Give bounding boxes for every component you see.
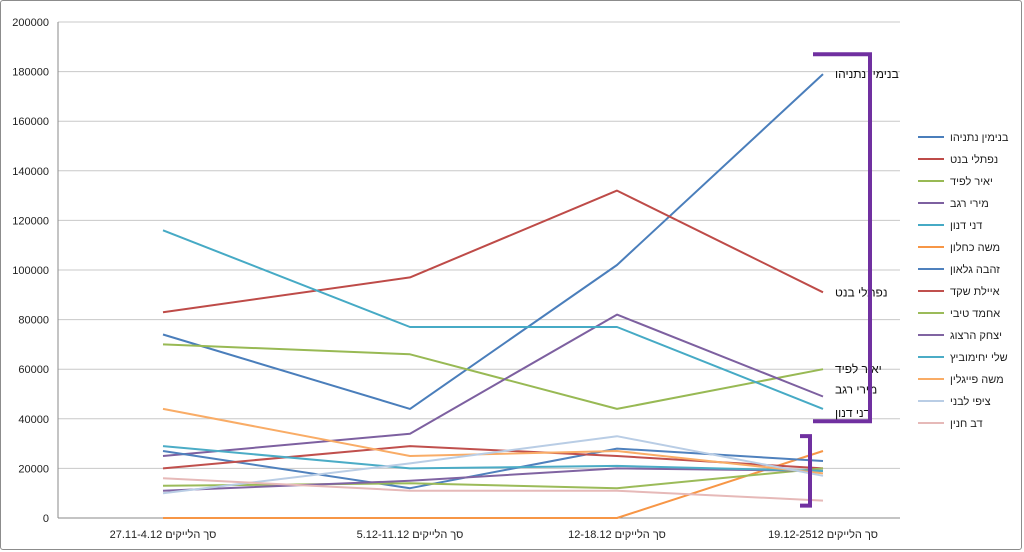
- series-annotation: בנימין נתניהו: [835, 67, 899, 81]
- legend-label: יצחק הרצוג: [950, 330, 1002, 342]
- series-line: [162, 73, 824, 410]
- legend-label: ציפי לבני: [950, 395, 991, 408]
- series-annotation: דני דנון: [835, 406, 871, 420]
- series-line: [163, 450, 824, 519]
- bracket: [800, 434, 812, 508]
- y-tick-label: 20000: [18, 463, 49, 475]
- bracket: [813, 52, 872, 424]
- series-line: [162, 447, 824, 490]
- y-tick-label: 120000: [12, 215, 49, 227]
- y-tick-label: 60000: [18, 364, 49, 376]
- series-line: [162, 313, 824, 457]
- legend-label: נפתלי בנט: [950, 153, 998, 166]
- x-axis-ticks: סך הלייקים 27.11-4.12 סך הלייקים 5.12-11.…: [110, 528, 878, 541]
- y-tick-label: 0: [43, 513, 49, 525]
- legend-label: זהבה גלאון: [950, 263, 1000, 276]
- series-line: [162, 445, 824, 472]
- series-line: [162, 343, 824, 410]
- legend-label: בנימין נתניהו: [950, 132, 1009, 144]
- brackets: [800, 52, 872, 508]
- series-line: [162, 435, 824, 495]
- y-tick-label: 40000: [18, 414, 49, 426]
- y-tick-label: 200000: [12, 17, 49, 29]
- series-annotation: נפתלי בנט: [835, 285, 888, 299]
- legend-label: משה כחלון: [950, 241, 1000, 254]
- gridlines: [57, 21, 900, 519]
- y-tick-label: 100000: [12, 265, 49, 277]
- y-tick-label: 160000: [12, 116, 49, 128]
- legend-label: דב חנין: [950, 418, 983, 430]
- series-line: [162, 477, 824, 502]
- y-tick-label: 80000: [18, 315, 49, 327]
- x-tick-label: סך הלייקים 5.12-11.12: [357, 528, 464, 541]
- legend-label: איילת שקד: [950, 285, 1000, 298]
- series-annotations: בנימין נתניהו נפתלי בנט יאיר לפיד מירי רגב ד…: [835, 67, 899, 420]
- series-line: [162, 189, 824, 314]
- legend-label: יאיר לפיד: [950, 175, 993, 188]
- legend-label: שלי יחימוביץ: [950, 351, 1008, 364]
- y-tick-label: 140000: [12, 166, 49, 178]
- y-axis-ticks: 0 20000 40000 60000 80000 100000 120000 140000 1…: [12, 17, 49, 525]
- y-tick-label: 180000: [12, 67, 49, 79]
- x-tick-label: סך הלייקים 19.12-2512: [768, 528, 878, 541]
- legend-label: אחמד טיבי: [950, 308, 1000, 320]
- x-tick-label: סך הלייקים 12-18.12: [568, 528, 666, 541]
- series-line: [162, 467, 824, 492]
- series-annotation: מירי רגב: [835, 382, 877, 396]
- series-annotation: יאיר לפיד: [835, 362, 882, 376]
- series-line: [162, 407, 824, 475]
- series-lines: [162, 73, 824, 519]
- x-tick-label: סך הלייקים 27.11-4.12: [110, 528, 217, 541]
- legend: בנימין נתניהו נפתלי בנט יאיר לפיד מירי רגב ד…: [918, 132, 1009, 430]
- legend-label: משה פייגלין: [950, 373, 1004, 386]
- series-line: [162, 229, 824, 410]
- legend-label: מירי רגב: [950, 198, 989, 210]
- legend-label: דני דנון: [950, 220, 982, 232]
